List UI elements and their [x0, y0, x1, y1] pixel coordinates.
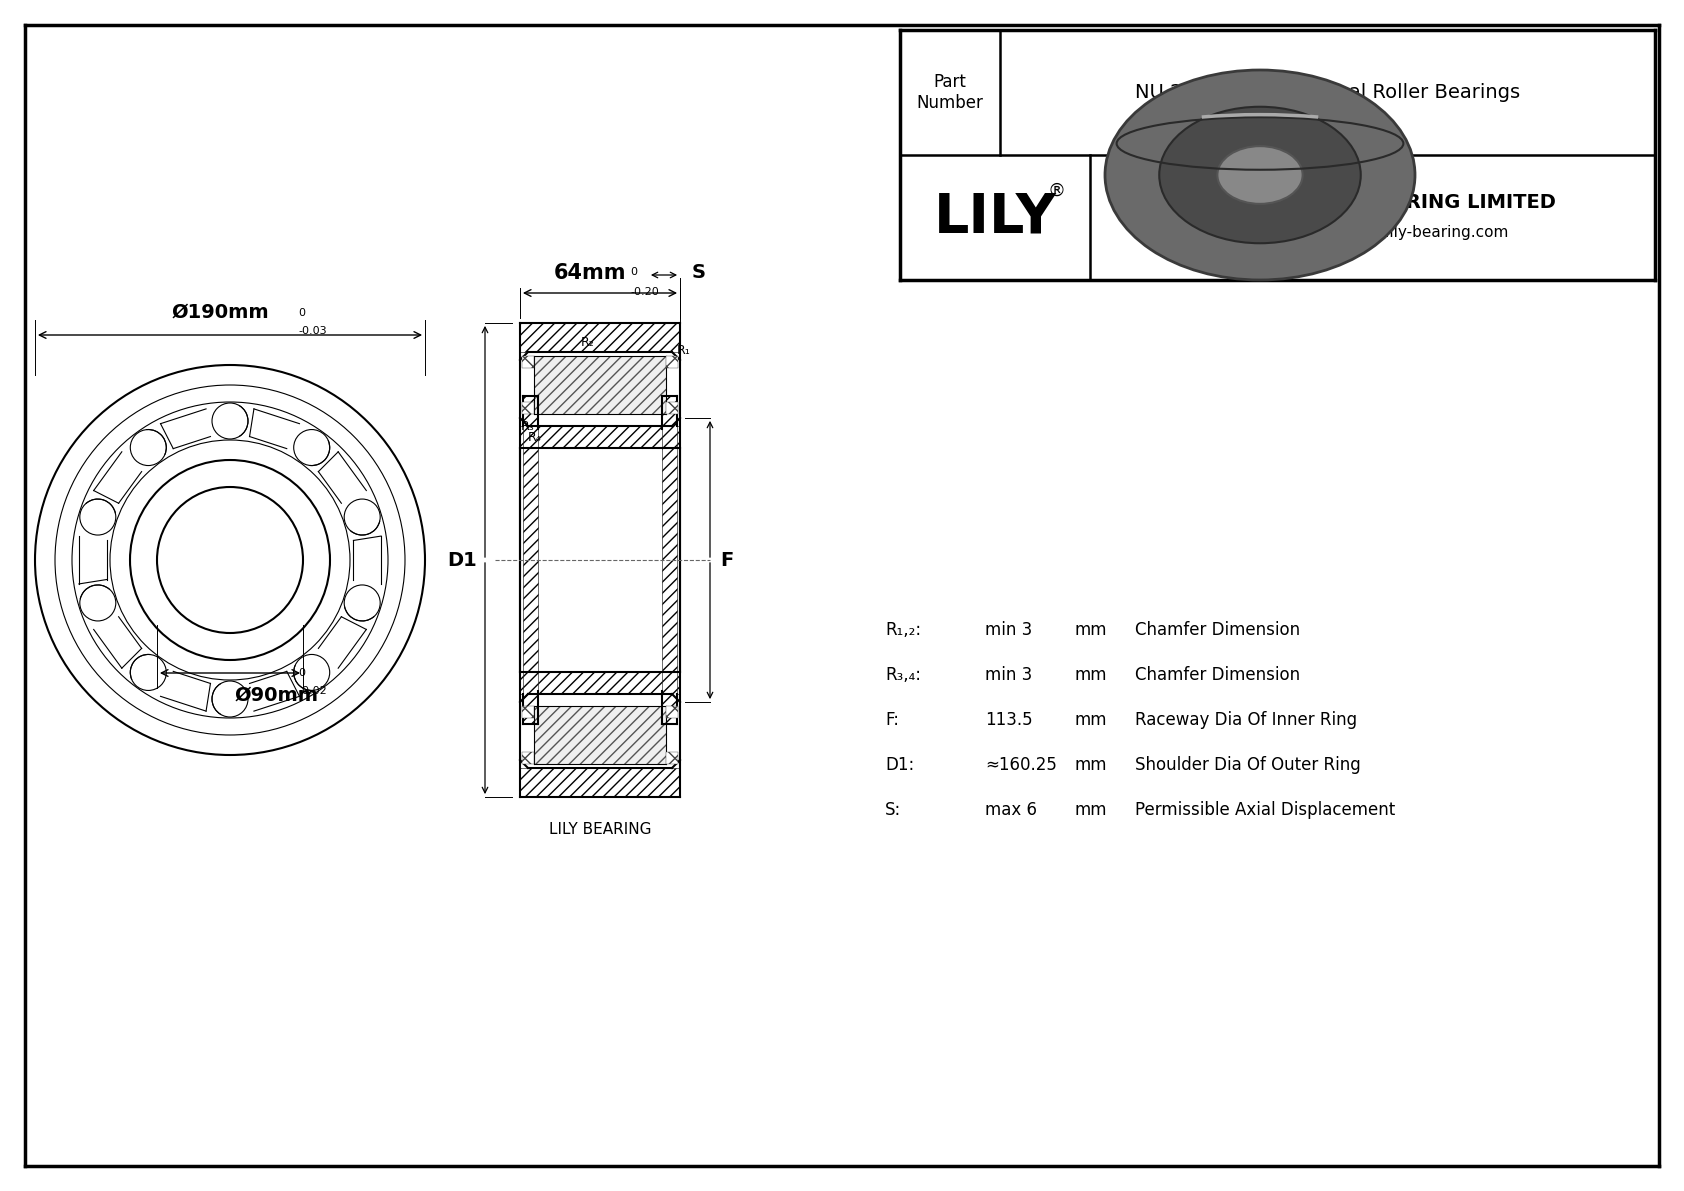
- Text: -0.20: -0.20: [630, 287, 658, 297]
- Text: Ø190mm: Ø190mm: [172, 303, 269, 322]
- Text: max 6: max 6: [985, 802, 1037, 819]
- Text: Chamfer Dimension: Chamfer Dimension: [1135, 621, 1300, 640]
- Text: Permissible Axial Displacement: Permissible Axial Displacement: [1135, 802, 1396, 819]
- Text: D1:: D1:: [886, 756, 914, 774]
- Ellipse shape: [1218, 146, 1303, 204]
- Bar: [662, 395, 677, 724]
- Text: ®: ®: [1047, 181, 1064, 200]
- Text: LILY: LILY: [933, 191, 1056, 244]
- Ellipse shape: [1159, 107, 1361, 243]
- Bar: [522, 752, 534, 763]
- Bar: [522, 356, 534, 368]
- Text: R₁,₂:: R₁,₂:: [886, 621, 921, 640]
- Text: F: F: [721, 550, 733, 569]
- Text: mm: mm: [1074, 756, 1108, 774]
- Text: S:: S:: [886, 802, 901, 819]
- Text: mm: mm: [1074, 802, 1108, 819]
- Text: R₁: R₁: [677, 344, 690, 357]
- Bar: [520, 768, 680, 797]
- Text: SHANGHAI LILY BEARING LIMITED: SHANGHAI LILY BEARING LIMITED: [1189, 193, 1556, 212]
- Text: min 3: min 3: [985, 666, 1032, 684]
- Ellipse shape: [1105, 70, 1415, 280]
- Text: 0: 0: [298, 668, 305, 678]
- Text: Shoulder Dia Of Outer Ring: Shoulder Dia Of Outer Ring: [1135, 756, 1361, 774]
- Bar: [665, 356, 679, 368]
- Bar: [665, 403, 679, 414]
- Text: F:: F:: [886, 711, 899, 729]
- Text: 113.5: 113.5: [985, 711, 1032, 729]
- Text: Raceway Dia Of Inner Ring: Raceway Dia Of Inner Ring: [1135, 711, 1357, 729]
- Text: R₃,₄:: R₃,₄:: [886, 666, 921, 684]
- Text: LILY BEARING: LILY BEARING: [549, 822, 652, 837]
- Text: mm: mm: [1074, 666, 1108, 684]
- Text: 0: 0: [298, 308, 305, 318]
- Bar: [522, 706, 534, 718]
- Text: D1: D1: [448, 550, 477, 569]
- Bar: [665, 706, 679, 718]
- Text: NU 2318 ECJ Cylindrical Roller Bearings: NU 2318 ECJ Cylindrical Roller Bearings: [1135, 83, 1521, 102]
- Text: Chamfer Dimension: Chamfer Dimension: [1135, 666, 1300, 684]
- Text: 0: 0: [630, 267, 637, 278]
- Text: 64mm: 64mm: [554, 263, 626, 283]
- Text: R₂: R₂: [581, 336, 594, 349]
- Text: mm: mm: [1074, 711, 1108, 729]
- Bar: [665, 752, 679, 763]
- Text: R₃: R₃: [520, 420, 536, 434]
- Bar: [524, 395, 537, 724]
- Text: mm: mm: [1074, 621, 1108, 640]
- Text: min 3: min 3: [985, 621, 1032, 640]
- Text: -0.02: -0.02: [298, 686, 327, 696]
- Text: ≈160.25: ≈160.25: [985, 756, 1058, 774]
- Bar: [534, 356, 665, 414]
- Text: Email: lilybearing@lily-bearing.com: Email: lilybearing@lily-bearing.com: [1236, 225, 1509, 241]
- Text: -0.03: -0.03: [298, 326, 327, 336]
- Bar: [520, 323, 680, 353]
- Text: Ø90mm: Ø90mm: [236, 686, 318, 705]
- Text: R₄: R₄: [529, 431, 542, 444]
- Bar: [520, 672, 680, 694]
- Bar: [520, 426, 680, 448]
- Text: Part
Number: Part Number: [916, 73, 983, 112]
- Bar: [534, 706, 665, 763]
- Text: S: S: [692, 263, 706, 282]
- Bar: [522, 403, 534, 414]
